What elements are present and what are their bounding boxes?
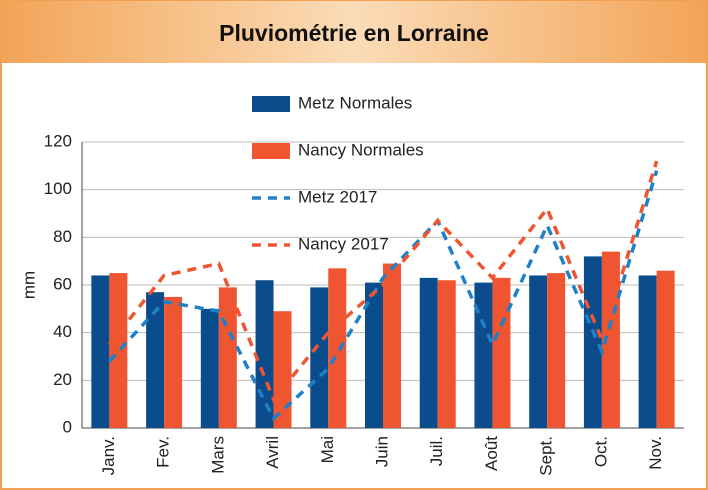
- x-tick-label: Août: [482, 436, 501, 471]
- bar: [547, 273, 566, 428]
- bar: [218, 287, 237, 428]
- bar: [310, 287, 329, 428]
- bar: [601, 251, 620, 428]
- x-tick-label: Mars: [208, 436, 227, 474]
- legend-label: Metz Normales: [298, 93, 412, 112]
- chart-title: Pluviométrie en Lorraine: [219, 20, 489, 46]
- x-tick-label: Oct.: [591, 436, 610, 467]
- bar: [437, 280, 456, 428]
- legend-label: Nancy Normales: [298, 140, 424, 159]
- bar: [383, 263, 401, 428]
- x-tick-label: Fev.: [154, 436, 173, 468]
- x-tick-label: Juil.: [427, 436, 446, 466]
- bar: [328, 268, 347, 428]
- y-tick-label: 60: [53, 274, 72, 293]
- x-tick-label: Sept.: [537, 436, 556, 476]
- bar: [273, 311, 292, 428]
- x-tick-label: Juin: [372, 436, 391, 467]
- bar: [91, 275, 110, 428]
- y-tick-label: 40: [53, 322, 72, 341]
- bar: [583, 256, 602, 428]
- y-axis-label: mm: [19, 271, 38, 299]
- bar: [365, 282, 383, 428]
- legend-label: Nancy 2017: [298, 234, 389, 253]
- x-tick-label: Nov.: [646, 436, 665, 470]
- line: [108, 170, 659, 422]
- bar: [474, 282, 493, 428]
- bar: [109, 273, 128, 428]
- bar: [255, 280, 274, 428]
- legend-label: Metz 2017: [298, 187, 377, 206]
- legend-swatch: [252, 96, 290, 112]
- bar: [146, 292, 165, 428]
- x-tick-label: Mai: [318, 436, 337, 463]
- bar: [419, 277, 438, 428]
- y-tick-label: 20: [53, 370, 72, 389]
- header: [1, 1, 707, 63]
- y-tick-label: 100: [44, 179, 72, 198]
- line: [107, 160, 659, 403]
- bar: [164, 296, 183, 428]
- y-tick-label: 0: [63, 417, 72, 436]
- bar: [529, 275, 548, 428]
- x-tick-label: Avril: [263, 436, 282, 469]
- y-tick-label: 80: [53, 227, 72, 246]
- bar: [656, 270, 675, 428]
- x-tick-label: Janv.: [99, 436, 118, 475]
- bar: [200, 308, 219, 428]
- bar: [638, 275, 657, 428]
- bar: [492, 277, 511, 428]
- y-tick-label: 120: [44, 131, 72, 150]
- legend-swatch: [252, 143, 290, 159]
